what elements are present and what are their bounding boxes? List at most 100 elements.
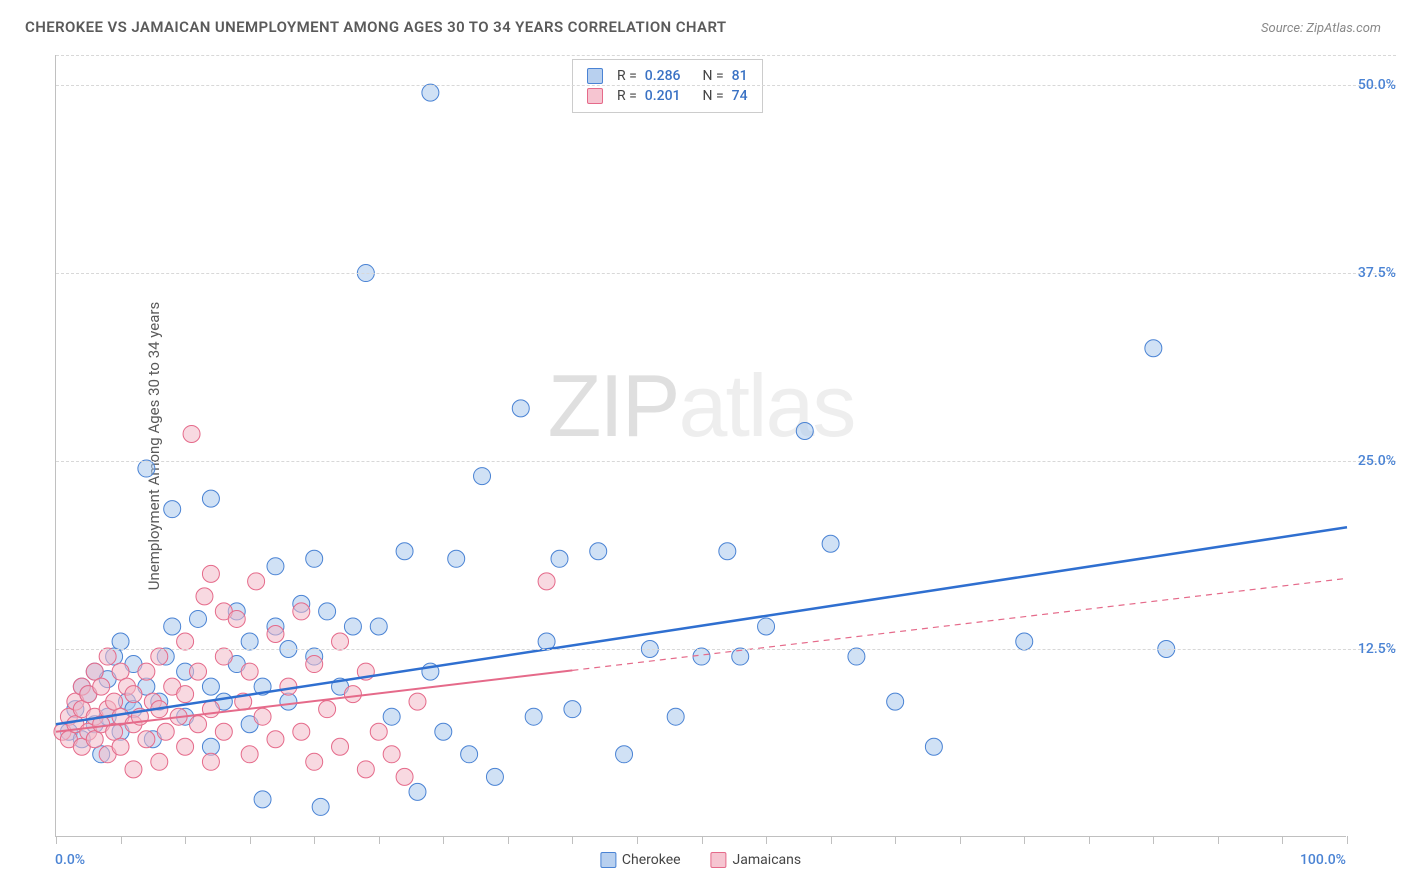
data-point [202,701,219,718]
data-point [719,543,736,560]
chart-title: CHEROKEE VS JAMAICAN UNEMPLOYMENT AMONG … [25,18,727,36]
data-point [254,708,271,725]
data-point [86,731,103,748]
x-tick [1089,836,1090,844]
data-point [267,558,284,575]
data-point [383,708,400,725]
data-point [822,535,839,552]
data-point [151,753,168,770]
data-point [344,618,361,635]
data-point [461,746,478,763]
data-point [106,693,123,710]
data-point [202,753,219,770]
data-point [370,618,387,635]
data-point [202,678,219,695]
x-tick [637,836,638,844]
data-point [357,761,374,778]
x-tick [1153,836,1154,844]
data-point [125,686,142,703]
gridline [56,85,1396,86]
data-point [164,618,181,635]
data-point [241,746,258,763]
x-axis-min: 0.0% [55,852,85,868]
gridline [56,461,1396,462]
y-tick-label: 12.5% [1358,641,1396,657]
data-point [112,633,129,650]
data-point [538,573,555,590]
data-point [267,731,284,748]
x-tick [56,836,57,844]
data-point [422,84,439,101]
x-axis-max: 100.0% [1300,852,1346,868]
data-point [616,746,633,763]
data-point [202,565,219,582]
data-point [551,550,568,567]
x-tick [572,836,573,844]
data-point [332,738,349,755]
data-point [215,648,232,665]
y-tick-label: 25.0% [1358,453,1396,469]
data-point [86,663,103,680]
x-tick [443,836,444,844]
data-point [254,791,271,808]
chart-source: Source: ZipAtlas.com [1261,21,1381,36]
data-point [383,746,400,763]
data-point [396,768,413,785]
data-point [99,648,116,665]
y-tick-label: 50.0% [1358,77,1396,93]
data-point [332,633,349,650]
data-point [177,738,194,755]
plot-area: ZIPatlas R = 0.286N = 81R = 0.201N = 74 … [55,55,1346,837]
gridline [56,273,1396,274]
data-point [525,708,542,725]
data-point [280,693,297,710]
data-point [1016,633,1033,650]
data-point [306,550,323,567]
y-tick-label: 37.5% [1358,265,1396,281]
legend-series-item: Jamaicans [711,852,802,868]
scatter-svg [56,55,1346,836]
data-point [306,753,323,770]
data-point [138,460,155,477]
data-point [758,618,775,635]
data-point [215,723,232,740]
data-point [267,625,284,642]
data-point [151,648,168,665]
data-point [370,723,387,740]
x-tick [508,836,509,844]
data-point [512,400,529,417]
data-point [925,738,942,755]
x-tick [314,836,315,844]
data-point [319,701,336,718]
data-point [796,422,813,439]
data-point [241,663,258,680]
x-tick [250,836,251,844]
data-point [396,543,413,560]
x-tick [121,836,122,844]
data-point [409,783,426,800]
trend-line-dashed [572,578,1347,670]
data-point [190,716,207,733]
legend-series-item: Cherokee [600,852,681,868]
trend-line [56,527,1347,724]
data-point [887,693,904,710]
x-tick [702,836,703,844]
data-point [344,686,361,703]
data-point [564,701,581,718]
data-point [486,768,503,785]
data-point [112,738,129,755]
data-point [138,731,155,748]
data-point [319,603,336,620]
data-point [590,543,607,560]
data-point [693,648,710,665]
data-point [448,550,465,567]
data-point [202,490,219,507]
data-point [93,678,110,695]
x-tick [895,836,896,844]
gridline [56,55,1396,56]
data-point [112,663,129,680]
data-point [306,656,323,673]
x-tick [1347,836,1348,844]
data-point [190,610,207,627]
x-tick [766,836,767,844]
